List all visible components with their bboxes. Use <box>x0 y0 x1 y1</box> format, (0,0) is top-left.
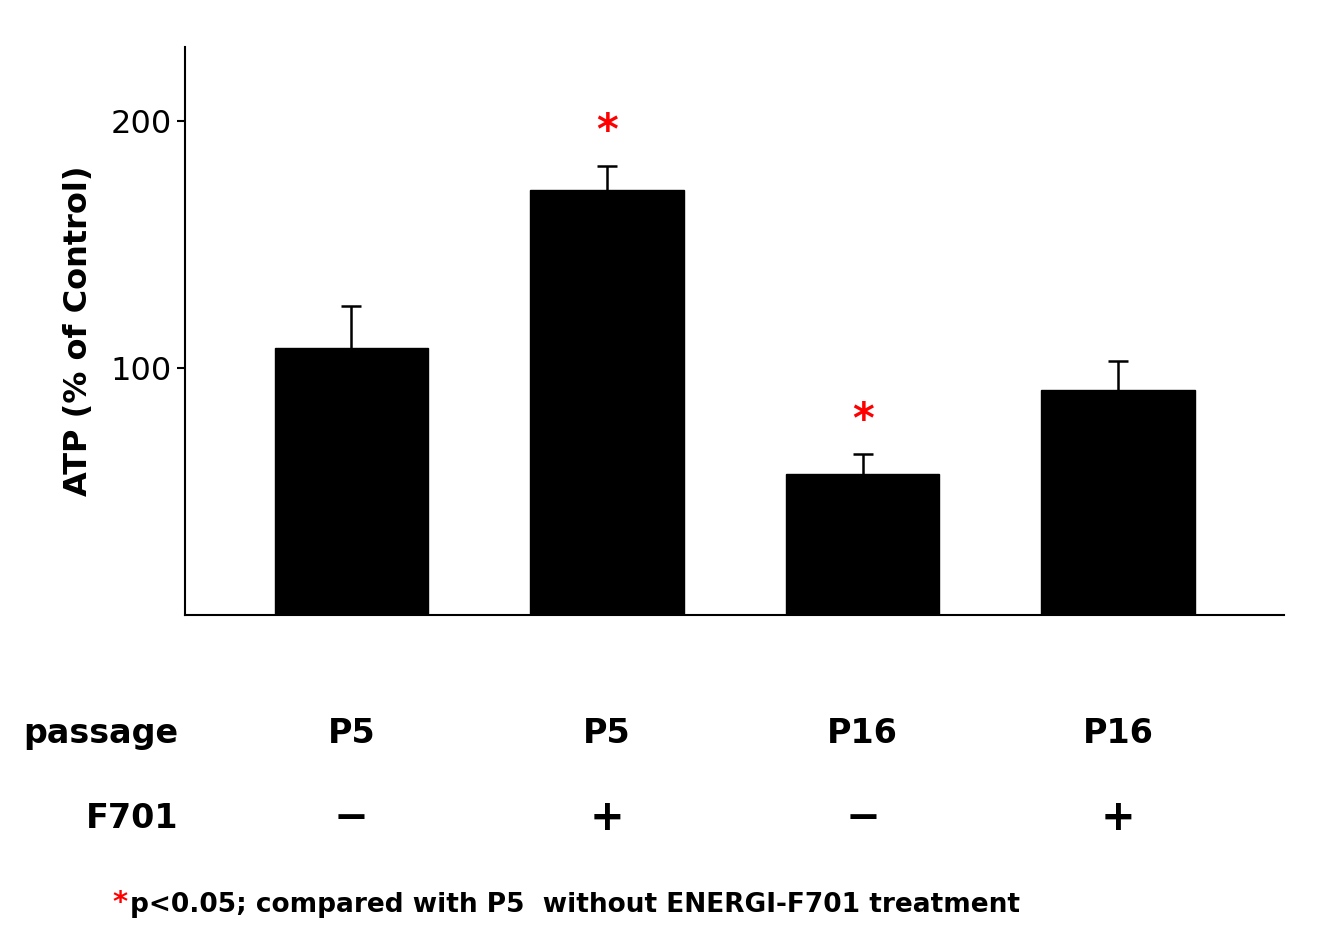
Text: P16: P16 <box>1083 717 1153 749</box>
Text: P5: P5 <box>327 717 375 749</box>
Text: P16: P16 <box>828 717 898 749</box>
Text: *: * <box>113 889 127 918</box>
Text: p<0.05; compared with P5  without ENERGI-F701 treatment: p<0.05; compared with P5 without ENERGI-… <box>130 892 1019 919</box>
Text: F701: F701 <box>86 802 179 834</box>
Bar <box>786 474 939 615</box>
Text: P5: P5 <box>583 717 632 749</box>
Text: −: − <box>845 797 880 839</box>
Bar <box>1042 391 1194 615</box>
Bar <box>531 190 683 615</box>
Y-axis label: ATP (% of Control): ATP (% of Control) <box>64 166 94 497</box>
Text: passage: passage <box>24 717 179 749</box>
Text: −: − <box>334 797 369 839</box>
Text: +: + <box>1100 797 1136 839</box>
Text: +: + <box>589 797 625 839</box>
Bar <box>275 348 428 615</box>
Text: *: * <box>596 112 618 153</box>
Text: *: * <box>851 400 874 442</box>
